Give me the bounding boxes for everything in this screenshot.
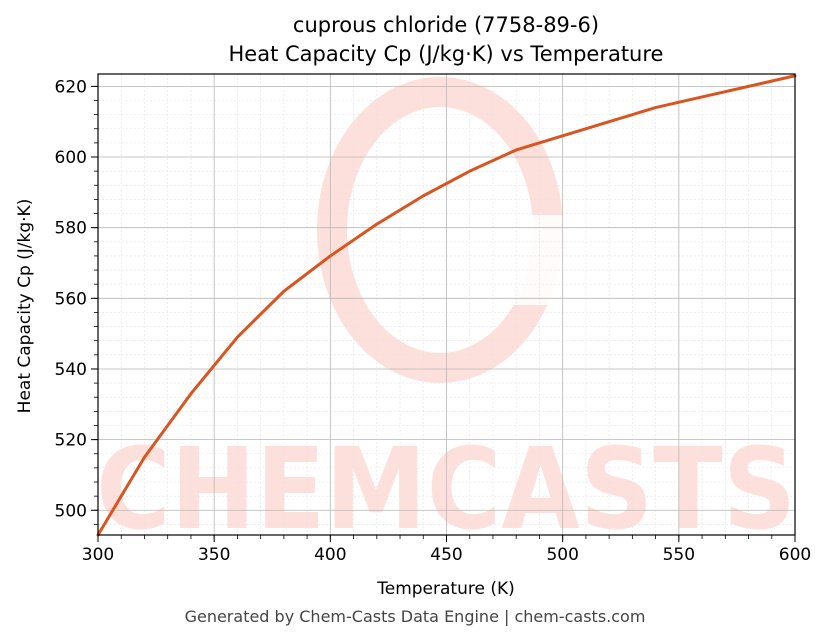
watermark-logo-icon [317,77,568,383]
x-axis-label: Temperature (K) [376,579,515,599]
footer-credit: Generated by Chem-Casts Data Engine | ch… [184,607,646,626]
axis-ticks [91,85,796,542]
x-tick-label: 500 [546,545,578,565]
x-tick-label: 350 [198,545,230,565]
x-tick-label: 450 [430,545,462,565]
y-axis-label: Heat Capacity Cp (J/kg·K) [15,199,35,414]
watermark: CHEMCASTS [96,77,796,555]
y-tick-label: 560 [55,289,87,309]
series-line [96,74,797,537]
y-tick-label: 580 [55,219,87,239]
x-tick-label: 300 [82,545,114,565]
y-tick-label: 500 [55,501,87,521]
x-tick-label: 400 [314,545,346,565]
y-tick-label: 620 [55,77,87,97]
series-layer [96,74,797,537]
y-tick-label: 540 [55,360,87,380]
chart-subtitle: Heat Capacity Cp (J/kg·K) vs Temperature [229,42,664,66]
y-tick-label: 600 [55,148,87,168]
y-tick-label: 520 [55,431,87,451]
x-tick-label: 600 [779,545,811,565]
x-tick-label: 550 [663,545,695,565]
chart-title: cuprous chloride (7758-89-6) [293,13,599,37]
watermark-text: CHEMCASTS [96,425,796,555]
tick-labels: 300 350 400 450 500 550 600 500 520 540 560 580 600 6… [55,77,812,565]
